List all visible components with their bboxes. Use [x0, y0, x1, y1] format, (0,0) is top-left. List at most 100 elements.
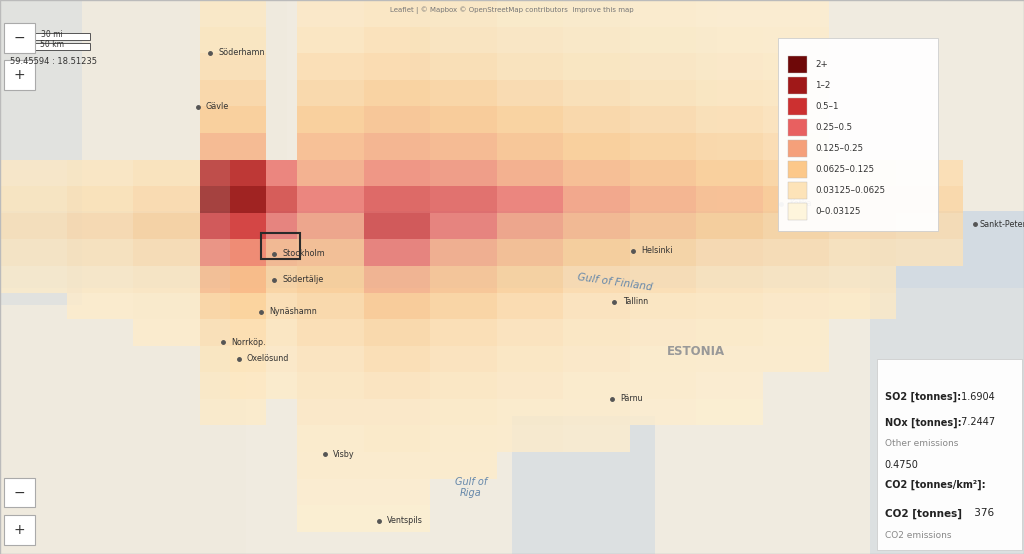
Bar	[200, 213, 266, 239]
Bar	[696, 27, 763, 53]
Text: +: +	[13, 68, 26, 83]
Bar	[0, 288, 246, 554]
FancyBboxPatch shape	[877, 359, 1022, 550]
Bar	[430, 106, 497, 133]
Bar	[497, 27, 563, 53]
Text: CO2 [tonnes]: CO2 [tonnes]	[885, 509, 962, 519]
Bar	[261, 233, 300, 259]
Text: 0.4750: 0.4750	[885, 460, 919, 470]
Bar	[364, 133, 430, 160]
Bar	[696, 372, 763, 399]
Bar	[763, 186, 829, 213]
Bar	[696, 160, 763, 186]
Bar	[696, 80, 763, 106]
Bar	[297, 372, 364, 399]
Text: 0.125–0.25: 0.125–0.25	[815, 144, 863, 153]
Bar	[0, 213, 67, 239]
Bar	[896, 186, 963, 213]
Bar	[67, 160, 133, 186]
Bar	[133, 186, 200, 213]
Bar	[13, 43, 90, 50]
Bar	[497, 133, 563, 160]
Bar	[200, 293, 266, 319]
Bar	[497, 399, 563, 425]
Bar	[67, 213, 133, 239]
Bar	[430, 0, 497, 27]
Bar	[896, 213, 963, 239]
Bar	[788, 161, 807, 178]
Bar	[696, 399, 763, 425]
Bar	[133, 293, 200, 319]
Bar	[200, 399, 266, 425]
Bar	[364, 505, 430, 532]
Bar	[497, 372, 563, 399]
Bar	[896, 160, 963, 186]
Bar	[512, 416, 655, 554]
Bar	[297, 160, 364, 186]
Text: Stockholm: Stockholm	[283, 249, 326, 258]
Text: Gulf of
Riga: Gulf of Riga	[455, 477, 487, 498]
Bar	[497, 186, 563, 213]
Text: −: −	[13, 485, 26, 500]
Bar	[364, 53, 430, 80]
Bar	[230, 266, 297, 293]
Bar	[200, 27, 266, 53]
Bar	[563, 425, 630, 452]
Bar	[630, 346, 696, 372]
Text: 376: 376	[971, 509, 994, 519]
Bar	[430, 186, 497, 213]
Text: 50 km: 50 km	[40, 40, 63, 49]
Bar	[788, 182, 807, 199]
Bar	[696, 293, 763, 319]
Bar	[230, 239, 297, 266]
Bar	[696, 0, 763, 27]
Bar	[763, 106, 829, 133]
Bar	[829, 239, 896, 266]
Bar	[133, 160, 200, 186]
Text: 0–0.03125: 0–0.03125	[815, 207, 860, 216]
Bar	[364, 399, 430, 425]
Bar	[200, 372, 266, 399]
Bar	[630, 160, 696, 186]
Bar	[788, 119, 807, 136]
Text: 0.03125–0.0625: 0.03125–0.0625	[815, 186, 885, 195]
Bar	[497, 293, 563, 319]
Bar	[297, 425, 364, 452]
Bar	[430, 213, 497, 239]
Bar	[364, 186, 430, 213]
Bar	[630, 53, 696, 80]
Bar	[0, 0, 287, 211]
Bar	[230, 319, 297, 346]
Text: 0.5–1: 0.5–1	[815, 102, 839, 111]
Bar	[200, 53, 266, 80]
Bar	[0, 239, 67, 266]
Bar	[788, 98, 807, 115]
Bar	[870, 211, 1024, 554]
Bar	[563, 80, 630, 106]
Bar	[430, 27, 497, 53]
Bar	[364, 346, 430, 372]
Bar	[297, 452, 364, 479]
Bar	[788, 140, 807, 157]
Bar	[133, 319, 200, 346]
Bar	[696, 319, 763, 346]
Bar	[630, 106, 696, 133]
Bar	[763, 266, 829, 293]
Bar	[497, 266, 563, 293]
Text: ESTONIA: ESTONIA	[668, 345, 725, 358]
Text: Gulf of Finland: Gulf of Finland	[577, 273, 652, 293]
Bar	[497, 425, 563, 452]
Bar	[630, 0, 696, 27]
Bar	[563, 213, 630, 239]
Bar	[364, 0, 430, 27]
Bar	[297, 80, 364, 106]
Bar	[430, 346, 497, 372]
Bar	[364, 266, 430, 293]
Text: Kotka: Kotka	[790, 199, 812, 208]
FancyBboxPatch shape	[4, 478, 35, 507]
Bar	[67, 266, 133, 293]
Text: Ventspils: Ventspils	[387, 516, 423, 525]
Bar	[430, 266, 497, 293]
Bar	[563, 0, 630, 27]
Bar	[563, 319, 630, 346]
